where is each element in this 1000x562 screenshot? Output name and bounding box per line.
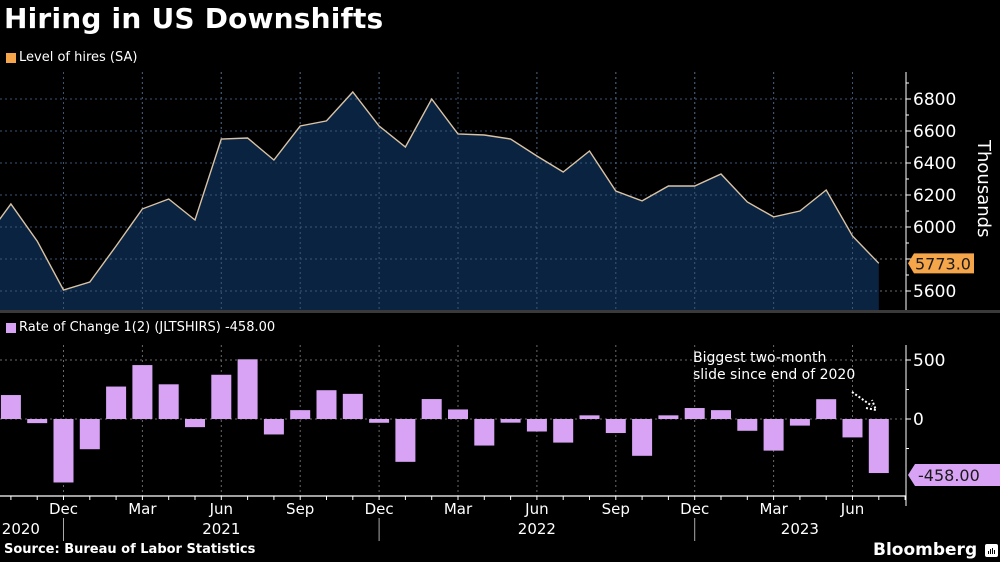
bar bbox=[763, 419, 784, 451]
bar bbox=[684, 408, 705, 419]
y-tick-label: 6600 bbox=[913, 122, 956, 142]
chart-title: Hiring in US Downshifts bbox=[4, 2, 384, 35]
annotation-line-2: slide since end of 2020 bbox=[693, 367, 856, 383]
y-tick-label: 500 bbox=[913, 351, 945, 371]
last-value-label: 5773.0 bbox=[915, 254, 971, 273]
y-tick-label: 0 bbox=[913, 410, 924, 430]
bar bbox=[158, 384, 179, 419]
x-tick-label: Dec bbox=[365, 500, 394, 518]
panel-separator bbox=[0, 310, 1000, 313]
bar bbox=[579, 415, 600, 419]
x-year-label: 2020 bbox=[2, 520, 40, 538]
x-year-label: 2022 bbox=[518, 520, 556, 538]
legend-swatch-purple bbox=[6, 322, 16, 333]
bar bbox=[711, 410, 731, 419]
bloomberg-logo: Bloomberg bbox=[873, 540, 999, 560]
legend-label: Level of hires (SA) bbox=[19, 50, 138, 65]
bar bbox=[263, 419, 284, 435]
x-tick-label: Jun bbox=[840, 500, 864, 518]
x-tick-label: Jun bbox=[524, 500, 548, 518]
x-tick-label: Mar bbox=[759, 500, 788, 518]
last-value-label: -458.00 bbox=[918, 466, 980, 485]
last-value-tag bbox=[908, 464, 1000, 487]
source-note: Source: Bureau of Labor Statistics bbox=[4, 542, 256, 557]
bar bbox=[474, 419, 495, 446]
bar bbox=[737, 419, 758, 431]
annotation-line-1: Biggest two-month bbox=[693, 350, 827, 366]
x-tick-label: Dec bbox=[680, 500, 709, 518]
bar bbox=[79, 419, 100, 450]
y-tick-label: 6400 bbox=[913, 154, 956, 174]
last-value-tag bbox=[908, 253, 974, 274]
bar bbox=[789, 419, 810, 426]
y-tick-label: 6200 bbox=[913, 186, 956, 206]
bar bbox=[816, 399, 837, 419]
bar bbox=[132, 365, 153, 419]
bar bbox=[185, 419, 205, 428]
x-tick-label: Jun bbox=[209, 500, 233, 518]
bar bbox=[632, 419, 653, 456]
x-tick-label: Sep bbox=[602, 500, 630, 518]
axes bbox=[0, 72, 1000, 541]
legend-rate-of-change: Rate of Change 1(2) (JLTSHIRS) -458.00 bbox=[6, 320, 275, 335]
legend-label: Rate of Change 1(2) (JLTSHIRS) -458.00 bbox=[19, 320, 276, 335]
brand-name: Bloomberg bbox=[873, 540, 978, 560]
bar bbox=[553, 419, 574, 443]
y-tick-label: 5600 bbox=[913, 282, 956, 302]
bar bbox=[316, 390, 337, 419]
legend-level-of-hires: Level of hires (SA) bbox=[6, 50, 137, 65]
bar bbox=[842, 419, 863, 438]
bar bbox=[526, 419, 547, 432]
bloomberg-chart-icon bbox=[985, 543, 999, 557]
annotation: Biggest two-month slide since end of 202… bbox=[693, 350, 855, 384]
y-tick-label: 6000 bbox=[913, 218, 956, 238]
y-tick-label: 6800 bbox=[913, 90, 956, 110]
bar bbox=[211, 374, 232, 419]
bar bbox=[0, 395, 21, 419]
area-series bbox=[0, 72, 880, 310]
x-tick-label: Sep bbox=[286, 500, 314, 518]
x-tick-label: Mar bbox=[128, 500, 157, 518]
bar bbox=[868, 419, 889, 474]
bar bbox=[342, 393, 363, 419]
x-tick-label: Dec bbox=[49, 500, 78, 518]
bar bbox=[237, 359, 258, 419]
bar bbox=[395, 419, 416, 462]
bar-series bbox=[0, 359, 889, 483]
bar bbox=[421, 399, 442, 419]
annotation-arrowhead bbox=[865, 399, 878, 412]
x-year-label: 2021 bbox=[202, 520, 240, 538]
x-year-label: 2023 bbox=[781, 520, 819, 538]
bar bbox=[106, 386, 127, 419]
legend-swatch-orange bbox=[6, 52, 16, 63]
area-fill bbox=[0, 92, 879, 310]
y-axis-label: Thousands bbox=[973, 139, 994, 237]
bar bbox=[290, 410, 311, 419]
bar bbox=[448, 409, 468, 419]
annotation-arrow bbox=[851, 391, 873, 407]
bar bbox=[53, 419, 74, 483]
bar bbox=[605, 419, 626, 434]
bar bbox=[658, 415, 679, 419]
x-tick-label: Mar bbox=[444, 500, 473, 518]
bar bbox=[500, 419, 521, 423]
bar bbox=[369, 419, 390, 423]
bar bbox=[27, 419, 48, 424]
